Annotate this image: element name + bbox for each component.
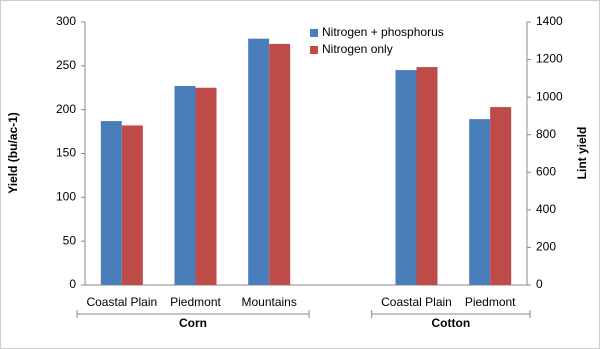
group-label: Cotton	[432, 316, 471, 330]
y-tick-label: 50	[63, 233, 77, 247]
group-label: Corn	[179, 316, 207, 330]
bar	[195, 87, 217, 285]
y2-tick-label: 600	[536, 164, 556, 178]
y2-tick-label: 1200	[536, 52, 563, 66]
y2-tick-label: 400	[536, 202, 556, 216]
legend-label: Nitrogen only	[322, 42, 393, 56]
legend-swatch	[310, 46, 318, 54]
x-tick-label: Coastal Plain	[86, 295, 157, 309]
bar	[416, 67, 438, 285]
y-axis-title: Yield (bu/ac-1)	[6, 112, 20, 194]
y2-tick-label: 1000	[536, 89, 563, 103]
bar	[100, 121, 122, 286]
bar	[395, 70, 417, 285]
bar	[269, 43, 291, 285]
y-tick-label: 300	[56, 14, 76, 28]
bar	[490, 107, 512, 285]
bar	[469, 119, 491, 285]
y-tick-label: 200	[56, 102, 76, 116]
bar	[121, 125, 143, 286]
y2-tick-label: 200	[536, 240, 556, 254]
bar	[174, 85, 196, 285]
legend-swatch	[310, 29, 318, 37]
x-tick-label: Coastal Plain	[381, 295, 452, 309]
y-tick-label: 250	[56, 58, 76, 72]
x-tick-label: Piedmont	[465, 295, 516, 309]
y-tick-label: 0	[69, 277, 76, 291]
y-tick-label: 100	[56, 190, 76, 204]
x-tick-label: Piedmont	[170, 295, 221, 309]
y2-tick-label: 1400	[536, 14, 563, 28]
y-tick-label: 150	[56, 146, 76, 160]
y2-tick-label: 0	[536, 277, 543, 291]
y2-tick-label: 800	[536, 127, 556, 141]
bar	[248, 38, 270, 286]
y2-axis-title: Lint yield	[575, 127, 589, 180]
legend-label: Nitrogen + phosphorus	[322, 25, 444, 39]
x-tick-label: Mountains	[241, 295, 296, 309]
